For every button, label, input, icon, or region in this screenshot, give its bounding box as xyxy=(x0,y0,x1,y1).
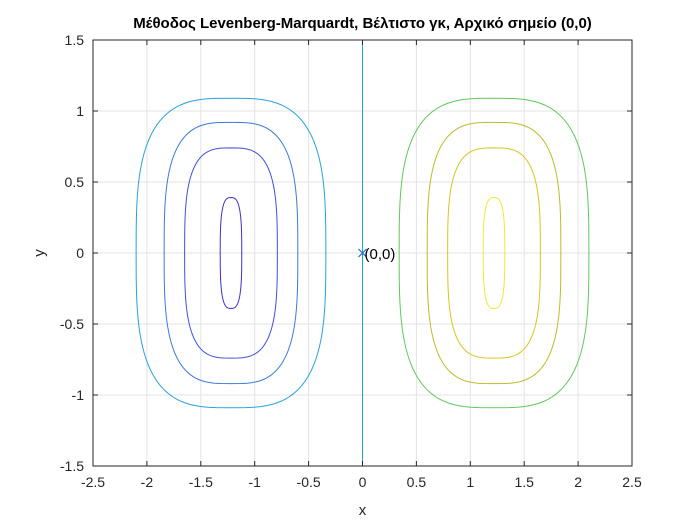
y-tick-label: 1.5 xyxy=(65,32,85,48)
x-tick-label: 0 xyxy=(359,474,367,490)
contour-line xyxy=(447,147,541,359)
x-tick-label: -1 xyxy=(248,474,261,490)
contour-line xyxy=(184,147,278,359)
x-tick-label: -2 xyxy=(141,474,154,490)
overlay-marks xyxy=(358,40,367,466)
contour-line xyxy=(482,197,506,309)
tick-marks xyxy=(92,39,633,467)
y-tick-label: 1 xyxy=(76,103,84,119)
x-tick-label: 2 xyxy=(574,474,582,490)
contour-line xyxy=(219,197,243,309)
chart-title: Μέθοδος Levenberg-Marquardt, Βέλτιστο γκ… xyxy=(133,15,592,32)
y-tick-label: -0.5 xyxy=(60,316,84,332)
point-marker-stroke-b xyxy=(358,248,367,258)
x-tick-label: 1 xyxy=(466,474,474,490)
y-tick-label: 0 xyxy=(76,245,84,261)
y-tick-label: -1 xyxy=(72,387,85,403)
x-tick-label: 2.5 xyxy=(622,474,642,490)
y-tick-label: -1.5 xyxy=(60,458,84,474)
x-tick-label: 1.5 xyxy=(514,474,534,490)
x-axis-label: x xyxy=(359,502,367,519)
x-tick-label: -0.5 xyxy=(297,474,321,490)
y-axis-label: y xyxy=(31,249,48,257)
contour-line xyxy=(135,97,327,409)
contour-lines xyxy=(135,97,590,409)
contour-line xyxy=(398,97,590,409)
point-annotation: (0,0) xyxy=(365,246,396,263)
x-tick-label: -1.5 xyxy=(189,474,213,490)
contour-line xyxy=(163,121,299,385)
x-tick-label: -2.5 xyxy=(81,474,105,490)
x-tick-label: 0.5 xyxy=(407,474,427,490)
y-tick-label: 0.5 xyxy=(65,174,85,190)
contour-line xyxy=(426,121,562,385)
